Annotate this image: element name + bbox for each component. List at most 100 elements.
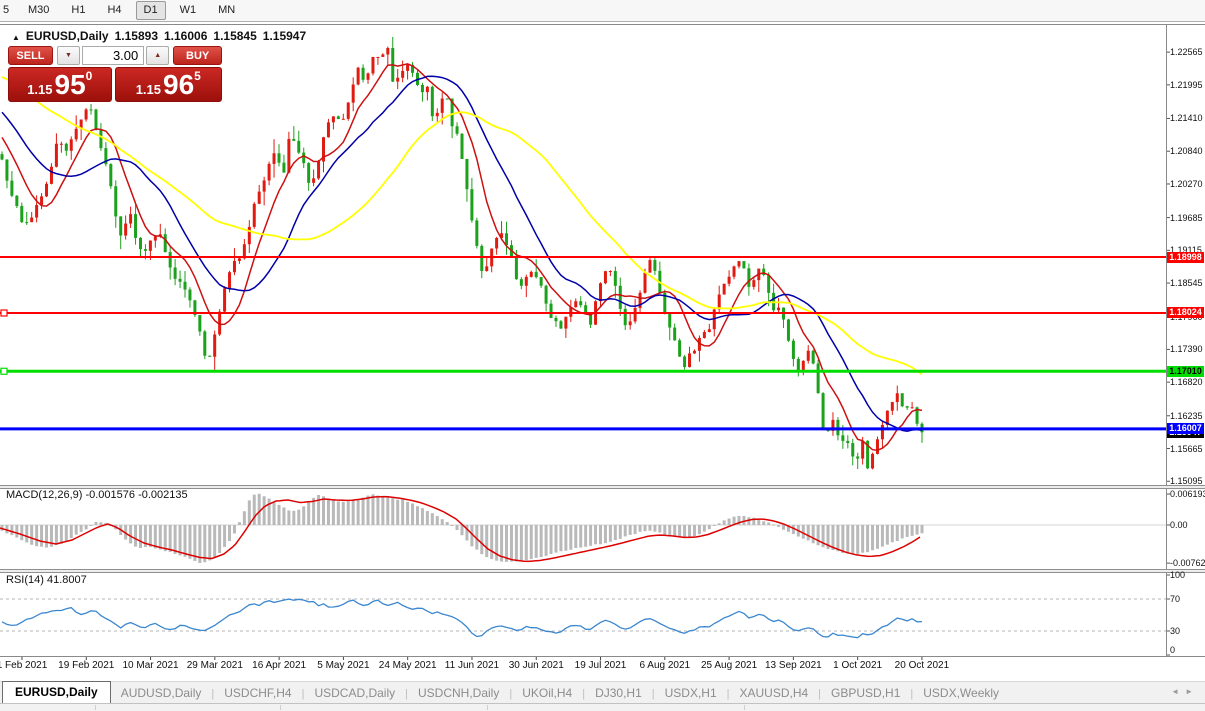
ohlc-low: 1.15845 [213,29,257,43]
candlestick [668,313,672,328]
date-axis-label: 16 Apr 2021 [252,660,307,671]
candlestick [361,67,365,80]
timeframe-button-h1[interactable]: H1 [71,4,86,16]
macd-histogram-bar [312,497,316,525]
timeframe-button-w1[interactable]: W1 [179,4,197,16]
sell-button[interactable]: SELL [8,46,53,65]
macd-histogram-bar [252,494,256,525]
tab-separator: | [301,688,305,700]
macd-histogram-bar [915,525,919,535]
candlestick [193,300,197,316]
chart-top-border [0,24,1205,25]
candlestick [841,435,845,441]
macd-histogram-bar [168,525,172,552]
chart-tab-usdcad-daily[interactable]: USDCAD,Daily [314,686,396,700]
macd-tick-label: 0.00 [1170,520,1188,530]
candlestick [326,122,330,138]
chart-tab-usdx-h1[interactable]: USDX,H1 [664,686,717,700]
macd-panel-splitter[interactable] [0,485,1205,489]
candlestick [603,271,607,284]
tab-scroll-left-icon[interactable]: ◄ [1171,687,1186,696]
rsi-panel-splitter[interactable] [0,569,1205,573]
candlestick [697,337,701,351]
macd-histogram-bar [15,525,19,538]
buy-button[interactable]: BUY [173,46,222,65]
candlestick [505,233,509,246]
candlestick [282,162,286,173]
timeframe-toolbar: 5 M30 H1 H4 D1 W1 MN [0,0,1205,22]
candlestick [371,57,375,74]
chart-tab-usdx-weekly[interactable]: USDX,Weekly [923,686,1000,700]
macd-histogram-bar [198,525,202,563]
collapse-triangle-icon[interactable]: ▲ [12,33,20,42]
candlestick [856,456,860,459]
candlestick [64,143,68,151]
timeframe-button-mn[interactable]: MN [218,4,236,16]
candlestick [257,191,261,204]
chart-tab-xauusd-h4[interactable]: XAUUSD,H4 [739,686,809,700]
timeframe-button-d1[interactable]: D1 [135,1,166,20]
candlestick [579,301,583,306]
candlestick [74,128,78,140]
chart-tab-ukoil-h4[interactable]: UKOil,H4 [522,686,573,700]
candlestick [420,85,424,93]
macd-histogram-bar [875,525,879,549]
macd-histogram-bar [297,509,301,525]
candlestick [69,139,73,151]
macd-histogram-bar [920,525,924,534]
candlestick [816,363,820,394]
chart-tab-audusd-daily[interactable]: AUDUSD,Daily [120,686,202,700]
chart-tab-usdcnh-daily[interactable]: USDCNH,Daily [417,686,500,700]
candlestick [228,272,232,289]
macd-histogram-bar [579,525,583,548]
macd-histogram-bar [322,496,326,525]
candlestick [915,407,919,424]
candlestick [598,283,602,302]
candlestick [702,332,706,338]
timeframe-button-h4[interactable]: H4 [107,4,122,16]
chart-tab-usdchf-h4[interactable]: USDCHF,H4 [224,686,292,700]
sell-price-big: 95 [54,69,86,100]
status-bar-divider [744,705,745,710]
timeframe-button-5[interactable]: 5 [3,4,10,16]
timeframe-button-m30[interactable]: M30 [28,4,50,16]
candlestick [396,77,400,82]
line-handle[interactable] [0,309,8,317]
candlestick [153,236,157,241]
macd-histogram-bar [688,525,692,538]
volume-input[interactable]: 3.00 [81,46,145,65]
candlestick [425,86,429,93]
macd-histogram-bar [836,525,840,552]
hline-price-tag-1.18998: 1.18998 [1167,251,1204,263]
candlestick [49,166,53,184]
chart-tab-gbpusd-h1[interactable]: GBPUSD,H1 [831,686,901,700]
macd-histogram-bar [435,516,439,525]
rsi-tick-label: 100 [1170,570,1186,580]
chart-tab-eurusd-daily[interactable]: EURUSD,Daily [2,681,111,704]
line-handle[interactable] [0,367,8,375]
price-tick-label: 1.15095 [1170,476,1203,487]
volume-decrease-button[interactable]: ▼ [56,46,80,65]
date-axis-label: 24 May 2021 [378,660,437,671]
macd-histogram-bar [460,525,464,536]
chart-tab-dj30-h1[interactable]: DJ30,H1 [595,686,642,700]
candlestick [688,353,692,368]
macd-histogram-bar [450,525,454,526]
macd-histogram-bar [519,525,523,561]
buy-price-quote[interactable]: 1.15 96 5 [114,67,222,102]
macd-histogram-bar [25,525,29,543]
candlestick [653,260,657,271]
one-click-trading-panel: SELL ▼ 3.00 ▲ BUY 1.15 95 0 1.15 96 5 [8,46,222,102]
macd-histogram-bar [445,522,449,525]
macd-histogram-bar [326,498,330,525]
macd-histogram-bar [376,495,380,525]
macd-histogram-bar [59,525,63,544]
macd-histogram-bar [213,525,217,558]
candlestick [767,275,771,293]
candlestick [25,222,29,224]
volume-increase-button[interactable]: ▲ [146,46,170,65]
sell-price-quote[interactable]: 1.15 95 0 [8,67,112,102]
macd-histogram-bar [143,525,147,547]
tab-scroll-right-icon[interactable]: ► [1185,687,1199,696]
